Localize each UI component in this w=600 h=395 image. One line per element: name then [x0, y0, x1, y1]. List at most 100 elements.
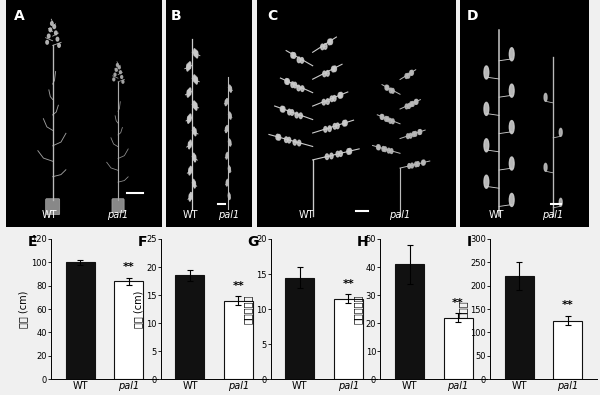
Ellipse shape	[410, 71, 412, 75]
Ellipse shape	[422, 160, 424, 165]
Y-axis label: 一级枝梗数: 一级枝梗数	[243, 294, 253, 324]
Text: **: **	[452, 298, 464, 308]
Ellipse shape	[509, 48, 514, 61]
Ellipse shape	[412, 132, 415, 137]
Ellipse shape	[385, 117, 388, 121]
Circle shape	[116, 64, 118, 66]
Ellipse shape	[544, 94, 547, 101]
Ellipse shape	[415, 162, 418, 167]
Ellipse shape	[389, 88, 392, 93]
Circle shape	[50, 22, 53, 25]
Ellipse shape	[196, 51, 198, 58]
Text: WT: WT	[42, 210, 58, 220]
Ellipse shape	[189, 62, 191, 69]
Ellipse shape	[323, 71, 326, 77]
Text: D: D	[467, 9, 478, 23]
Ellipse shape	[330, 153, 333, 159]
Ellipse shape	[391, 88, 394, 93]
Ellipse shape	[509, 194, 514, 207]
Ellipse shape	[188, 142, 190, 149]
Ellipse shape	[277, 135, 281, 140]
Ellipse shape	[509, 157, 514, 170]
Ellipse shape	[348, 149, 352, 154]
Text: B: B	[171, 9, 181, 23]
Text: I: I	[467, 235, 472, 249]
Ellipse shape	[193, 101, 195, 108]
Ellipse shape	[194, 155, 196, 162]
Ellipse shape	[286, 79, 289, 85]
Ellipse shape	[276, 134, 279, 140]
Ellipse shape	[187, 90, 188, 97]
Text: WT: WT	[183, 210, 198, 220]
Circle shape	[58, 43, 61, 47]
Ellipse shape	[484, 102, 489, 115]
Circle shape	[114, 73, 116, 76]
Ellipse shape	[484, 175, 489, 188]
Circle shape	[56, 37, 59, 41]
Ellipse shape	[287, 137, 291, 143]
Ellipse shape	[196, 103, 197, 110]
Text: **: **	[123, 262, 134, 272]
Text: E: E	[28, 235, 37, 249]
Ellipse shape	[405, 74, 408, 79]
Ellipse shape	[293, 139, 296, 145]
Ellipse shape	[285, 79, 288, 84]
Bar	[395, 264, 424, 379]
Ellipse shape	[325, 154, 329, 160]
Circle shape	[53, 25, 56, 28]
Ellipse shape	[385, 85, 388, 90]
Text: **: **	[233, 280, 244, 291]
Ellipse shape	[412, 102, 414, 106]
Text: pal1: pal1	[107, 210, 128, 220]
Ellipse shape	[415, 100, 417, 104]
Text: **: **	[343, 279, 354, 289]
Ellipse shape	[333, 96, 336, 101]
Ellipse shape	[230, 141, 231, 146]
Ellipse shape	[230, 114, 231, 119]
Ellipse shape	[389, 118, 392, 123]
Ellipse shape	[410, 70, 413, 75]
Ellipse shape	[321, 44, 324, 50]
Ellipse shape	[291, 82, 294, 87]
Ellipse shape	[229, 139, 230, 144]
Text: **: **	[562, 301, 574, 310]
Ellipse shape	[188, 63, 190, 70]
Text: pal1: pal1	[389, 210, 410, 220]
Ellipse shape	[328, 126, 331, 132]
Ellipse shape	[226, 99, 227, 104]
Ellipse shape	[190, 88, 191, 95]
Circle shape	[47, 34, 50, 38]
Ellipse shape	[559, 198, 562, 206]
Ellipse shape	[226, 181, 227, 186]
Text: G: G	[247, 235, 259, 249]
FancyBboxPatch shape	[112, 199, 124, 213]
Ellipse shape	[190, 114, 191, 121]
Ellipse shape	[416, 162, 419, 166]
Ellipse shape	[190, 140, 191, 147]
Ellipse shape	[322, 100, 325, 105]
Ellipse shape	[189, 194, 191, 201]
Bar	[224, 301, 253, 379]
Bar	[114, 281, 143, 379]
Ellipse shape	[509, 120, 514, 134]
Ellipse shape	[226, 126, 227, 132]
Ellipse shape	[229, 85, 230, 90]
Bar	[65, 262, 95, 379]
Bar	[334, 299, 363, 379]
Ellipse shape	[229, 194, 230, 199]
Ellipse shape	[190, 192, 192, 199]
Ellipse shape	[324, 126, 327, 132]
Y-axis label: 株高 (cm): 株高 (cm)	[19, 290, 28, 328]
Ellipse shape	[227, 179, 228, 184]
Ellipse shape	[407, 73, 410, 78]
Text: C: C	[267, 9, 277, 23]
Ellipse shape	[382, 147, 385, 151]
Bar	[505, 276, 534, 379]
Ellipse shape	[193, 127, 195, 134]
Ellipse shape	[226, 100, 227, 105]
Ellipse shape	[225, 100, 226, 105]
Ellipse shape	[377, 145, 379, 150]
Ellipse shape	[195, 50, 197, 57]
Ellipse shape	[189, 168, 190, 175]
Ellipse shape	[188, 89, 190, 96]
